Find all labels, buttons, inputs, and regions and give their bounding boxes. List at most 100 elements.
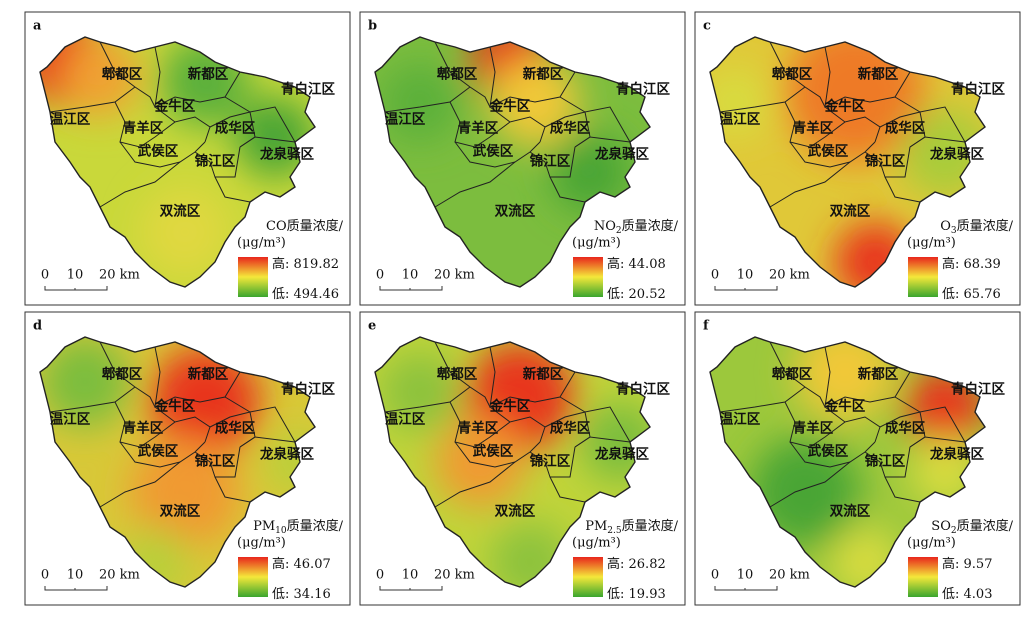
panel-letter: c (703, 19, 711, 34)
scale-label: 0 (376, 268, 384, 283)
low-value: 19.93 (629, 587, 666, 602)
district-label: 成华区 (550, 120, 591, 137)
low-value: 4.03 (964, 587, 993, 602)
district-label: 青羊区 (123, 420, 164, 437)
panel-letter: a (33, 19, 42, 34)
heat-blob (380, 352, 460, 432)
high-prefix: 高: (607, 556, 629, 572)
legend-title: CO质量浓度/ (266, 218, 344, 234)
legend-unit: (μg/m³) (907, 236, 956, 251)
scale-label: 0 (711, 268, 719, 283)
district-border (489, 406, 546, 443)
scale-label: 0 (41, 268, 49, 283)
district-label: 金牛区 (489, 398, 531, 415)
heat-blob (235, 97, 315, 177)
district-border (909, 436, 966, 448)
district-label: 武侯区 (808, 143, 849, 160)
district-border (769, 461, 921, 508)
district-label: 成华区 (550, 420, 591, 437)
title-suffix: 质量浓度/ (957, 218, 1014, 234)
scale-label: 20 km (769, 268, 810, 283)
low-value: 65.76 (964, 287, 1001, 302)
district-border (49, 386, 136, 413)
outline (374, 36, 651, 288)
title-suffix: 质量浓度/ (957, 518, 1014, 534)
district-label: 郫都区 (437, 366, 478, 383)
low-value: 494.46 (294, 287, 340, 302)
district-label: 新都区 (523, 66, 564, 83)
high-prefix: 高: (272, 256, 294, 272)
district-label: 郫都区 (437, 66, 478, 83)
low-value: 34.16 (294, 587, 331, 602)
high-value: 819.82 (294, 257, 340, 272)
district-label: 龙泉驿区 (259, 146, 314, 163)
pollutant: CO (266, 219, 287, 234)
district-label: 双流区 (830, 203, 871, 220)
panel-letter: f (703, 319, 710, 334)
legend-low: 低: 20.52 (607, 287, 666, 302)
district-label: 新都区 (188, 366, 229, 383)
heat-blob (60, 37, 140, 117)
scale-bar (44, 586, 108, 591)
district-border (559, 396, 631, 443)
district-label: 双流区 (830, 503, 871, 520)
district-label: 金牛区 (489, 98, 531, 115)
scale-bar (379, 586, 443, 591)
district-label: 锦江区 (530, 453, 571, 470)
district-border (224, 396, 296, 443)
district-border (769, 161, 921, 208)
high-value: 68.39 (964, 257, 1001, 272)
district-border (119, 141, 206, 168)
panel-letter: e (368, 319, 376, 334)
legend-unit: (μg/m³) (907, 536, 956, 551)
heat-blobs (380, 342, 650, 587)
legend-title: PM2.5质量浓度/ (585, 518, 678, 536)
district-label: 锦江区 (195, 453, 236, 470)
district-label: 郫都区 (772, 366, 813, 383)
legend-high: 高: 819.82 (272, 256, 339, 272)
district-label: 龙泉驿区 (594, 146, 649, 163)
title-suffix: 质量浓度/ (622, 518, 679, 534)
district-label: 温江区 (50, 411, 91, 428)
district-border (114, 101, 176, 148)
low-prefix: 低: (607, 287, 629, 302)
district-label: 金牛区 (154, 398, 196, 415)
district-border (239, 136, 296, 148)
district-border (574, 436, 631, 448)
pollutant: SO (931, 519, 951, 534)
district-label: 锦江区 (865, 453, 906, 470)
low-prefix: 低: (607, 587, 629, 602)
district-border (454, 141, 541, 168)
district-border (224, 96, 296, 143)
district-border (719, 386, 806, 413)
pollutant: PM (585, 519, 607, 534)
scale-label: 0 (376, 568, 384, 583)
district-label: 郫都区 (772, 66, 813, 83)
district-border (784, 101, 846, 148)
low-prefix: 低: (942, 287, 964, 302)
legend-unit: (μg/m³) (237, 236, 286, 251)
district-label: 武侯区 (808, 443, 849, 460)
subscript: 3 (951, 226, 957, 236)
district-label: 武侯区 (473, 143, 514, 160)
district-label: 青白江区 (281, 81, 335, 98)
district-label: 新都区 (858, 66, 899, 83)
district-label: 青羊区 (123, 120, 164, 137)
scale-label: 10 (737, 568, 754, 583)
district-border (384, 86, 471, 113)
district-label: 青白江区 (281, 381, 335, 398)
district-label: 青白江区 (951, 81, 1005, 98)
low-prefix: 低: (942, 587, 964, 602)
district-label: 温江区 (720, 111, 761, 128)
district-label: 郫都区 (102, 366, 143, 383)
high-prefix: 高: (942, 256, 964, 272)
district-border (99, 161, 251, 208)
district-label: 郫都区 (102, 66, 143, 83)
district-label: 青羊区 (458, 420, 499, 437)
legend-title: NO2质量浓度/ (594, 218, 679, 236)
outline (374, 336, 651, 588)
panel-letter: d (33, 319, 42, 334)
